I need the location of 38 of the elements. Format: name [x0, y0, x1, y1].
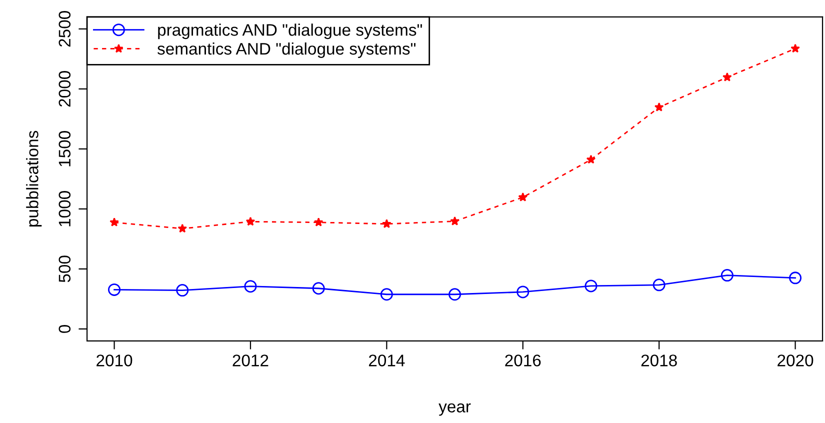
legend-label: pragmatics AND "dialogue systems": [158, 24, 422, 40]
y-tick-label: 0: [58, 324, 71, 333]
point: [654, 102, 664, 112]
x-tick-label: 2018: [641, 354, 677, 366]
y-tick-label: 1000: [58, 191, 71, 226]
legend-label: semantics AND "dialogue systems": [158, 42, 416, 58]
point: [790, 44, 800, 53]
point: [246, 216, 256, 226]
x-tick-label: 2012: [232, 354, 268, 366]
point: [586, 154, 596, 164]
x-tick-label: 2016: [505, 354, 541, 366]
point: [312, 282, 325, 295]
point: [652, 278, 666, 292]
point: [176, 284, 189, 297]
point: [720, 269, 734, 282]
point: [382, 219, 392, 228]
point: [789, 272, 802, 284]
point: [450, 216, 460, 226]
y-tick-label: 2000: [58, 71, 71, 107]
point: [110, 218, 119, 226]
y-axis-title: pubblications: [26, 130, 42, 226]
point: [244, 280, 257, 293]
y-tick-label: 2500: [58, 11, 71, 47]
point: [722, 72, 732, 82]
x-tick-label: 2010: [96, 354, 132, 366]
x-tick-label: 2014: [368, 354, 405, 366]
point: [448, 288, 462, 301]
y-tick-label: 500: [58, 256, 71, 282]
x-tick-label: 2020: [778, 354, 814, 366]
point: [584, 280, 598, 292]
point: [314, 218, 324, 226]
point: [178, 224, 188, 233]
point: [518, 192, 528, 202]
point: [108, 283, 121, 296]
y-tick-label: 1500: [58, 131, 71, 166]
point: [516, 286, 530, 298]
x-axis-title: year: [438, 403, 471, 416]
point: [380, 288, 393, 301]
